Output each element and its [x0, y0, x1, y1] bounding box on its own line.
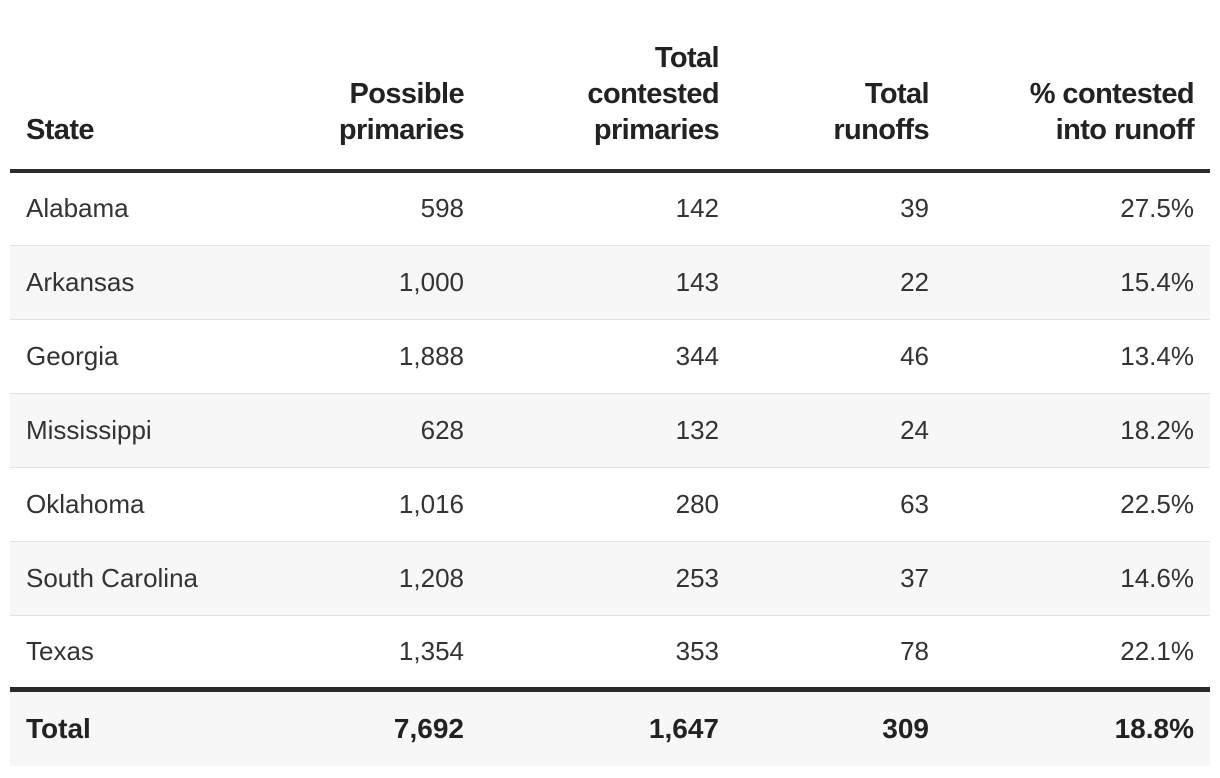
header-line: contested — [587, 78, 719, 110]
total-pct-into-runoff: 18.8% — [945, 686, 1210, 766]
cell-runoffs: 24 — [721, 393, 945, 468]
cell-contested-primaries: 143 — [466, 245, 721, 320]
table-row: South Carolina 1,208 253 37 14.6% — [10, 541, 1210, 616]
table-header: State Possible primaries Total contested… — [10, 0, 1210, 173]
total-contested-primaries: 1,647 — [466, 686, 721, 766]
header-line: primaries — [338, 114, 465, 146]
total-label: Total — [10, 686, 276, 766]
cell-pct-into-runoff: 27.5% — [945, 171, 1210, 246]
table-container: State Possible primaries Total contested… — [10, 0, 1210, 766]
cell-runoffs: 37 — [721, 541, 945, 616]
cell-pct-into-runoff: 18.2% — [945, 393, 1210, 468]
cell-pct-into-runoff: 22.1% — [945, 615, 1210, 689]
cell-state: South Carolina — [10, 541, 276, 616]
cell-contested-primaries: 353 — [466, 615, 721, 689]
cell-contested-primaries: 142 — [466, 171, 721, 246]
cell-possible-primaries: 1,000 — [276, 245, 466, 320]
header-line: primaries — [593, 114, 720, 146]
cell-state: Arkansas — [10, 245, 276, 320]
table-row: Alabama 598 142 39 27.5% — [10, 171, 1210, 246]
table-row: Georgia 1,888 344 46 13.4% — [10, 319, 1210, 394]
cell-contested-primaries: 132 — [466, 393, 721, 468]
runoff-table: State Possible primaries Total contested… — [10, 0, 1210, 766]
header-line: % contested — [1029, 78, 1195, 110]
header-pct-contested-into-runoff: % contested into runoff — [945, 0, 1210, 173]
cell-state: Oklahoma — [10, 467, 276, 542]
cell-runoffs: 78 — [721, 615, 945, 689]
cell-pct-into-runoff: 22.5% — [945, 467, 1210, 542]
cell-pct-into-runoff: 15.4% — [945, 245, 1210, 320]
header-row: State Possible primaries Total contested… — [10, 0, 1210, 173]
header-total-contested-primaries: Total contested primaries — [466, 0, 721, 173]
cell-runoffs: 63 — [721, 467, 945, 542]
cell-runoffs: 22 — [721, 245, 945, 320]
header-line: runoffs — [833, 114, 929, 146]
table-row: Oklahoma 1,016 280 63 22.5% — [10, 467, 1210, 542]
header-state-line: State — [26, 114, 95, 146]
cell-state: Georgia — [10, 319, 276, 394]
cell-state: Texas — [10, 615, 276, 689]
table-row: Texas 1,354 353 78 22.1% — [10, 615, 1210, 689]
table-footer: Total 7,692 1,647 309 18.8% — [10, 686, 1210, 766]
cell-contested-primaries: 253 — [466, 541, 721, 616]
cell-state: Alabama — [10, 171, 276, 246]
cell-runoffs: 39 — [721, 171, 945, 246]
header-line: into runoff — [1055, 114, 1195, 146]
cell-possible-primaries: 628 — [276, 393, 466, 468]
table-body: Alabama 598 142 39 27.5% Arkansas 1,000 … — [10, 171, 1210, 689]
cell-possible-primaries: 1,016 — [276, 467, 466, 542]
cell-contested-primaries: 280 — [466, 467, 721, 542]
header-line: Possible — [349, 78, 465, 110]
cell-pct-into-runoff: 13.4% — [945, 319, 1210, 394]
cell-state: Mississippi — [10, 393, 276, 468]
total-runoffs: 309 — [721, 686, 945, 766]
total-row: Total 7,692 1,647 309 18.8% — [10, 686, 1210, 766]
table-row: Mississippi 628 132 24 18.2% — [10, 393, 1210, 468]
cell-possible-primaries: 1,208 — [276, 541, 466, 616]
total-possible-primaries: 7,692 — [276, 686, 466, 766]
cell-possible-primaries: 1,888 — [276, 319, 466, 394]
header-possible-primaries: Possible primaries — [276, 0, 466, 173]
header-line: Total — [654, 42, 720, 74]
header-state: State — [10, 0, 276, 173]
header-total-runoffs: Total runoffs — [721, 0, 945, 173]
cell-pct-into-runoff: 14.6% — [945, 541, 1210, 616]
cell-possible-primaries: 1,354 — [276, 615, 466, 689]
cell-runoffs: 46 — [721, 319, 945, 394]
header-line: Total — [864, 78, 930, 110]
table-row: Arkansas 1,000 143 22 15.4% — [10, 245, 1210, 320]
cell-contested-primaries: 344 — [466, 319, 721, 394]
cell-possible-primaries: 598 — [276, 171, 466, 246]
